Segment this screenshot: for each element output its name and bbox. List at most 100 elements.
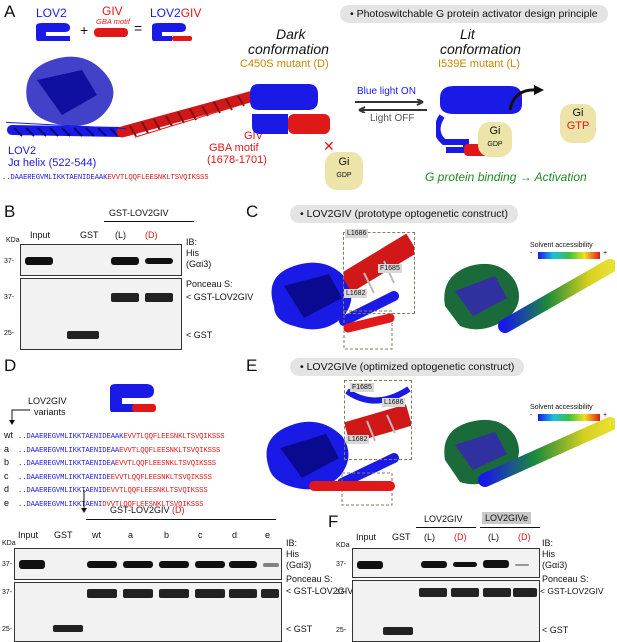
panel-c-l1682: L1682 bbox=[344, 289, 368, 298]
panel-d-ib3: (Gαi3) bbox=[286, 560, 312, 570]
lov2-jhelix-label1: LOV2 bbox=[8, 145, 37, 157]
design-principle-pill: • Photoswitchable G protein activator de… bbox=[340, 5, 608, 23]
band-d-wt-gst-lov2giv bbox=[87, 589, 117, 598]
panel-f-marker-37: 37- bbox=[336, 561, 347, 568]
band-b-l-his bbox=[111, 257, 139, 265]
variant-seq-blue: ..DAAEREGVMLIKKTAENI bbox=[18, 500, 103, 509]
panel-b-ponceau-blot bbox=[20, 278, 182, 350]
variant-seq-red: EVVTLQQFLEESNKLTSVQIKSSS bbox=[110, 473, 212, 482]
panel-f-header-line-2 bbox=[480, 527, 540, 528]
panel-c-l1686: L1686 bbox=[345, 229, 369, 238]
band-d-b-gst-lov2giv bbox=[159, 589, 189, 598]
band-f-input-his bbox=[357, 561, 383, 569]
band-f-l1-his bbox=[421, 561, 447, 568]
band-d-gst bbox=[53, 625, 83, 632]
variant-seq-blue: ..DAAEREGVMLIKKTAENIDEAAK bbox=[18, 433, 124, 441]
panel-c-f1685: F1685 bbox=[378, 264, 402, 273]
panel-b-ib1: IB: bbox=[186, 237, 198, 247]
variant-row-c: c ..DAAEREGVMLIKKTAENIDEEVVTLQQFLEESNKLTS… bbox=[4, 470, 224, 484]
gdp-dark-label: GDP bbox=[336, 172, 352, 179]
lov2giv-blob-icon bbox=[150, 22, 196, 42]
panel-f-marker-25: 25- bbox=[336, 627, 347, 634]
panel-c-structure-solvent bbox=[425, 236, 617, 356]
panel-c-structure-blue bbox=[244, 226, 444, 356]
gi-gtp-gi-label: Gi bbox=[572, 107, 584, 119]
panel-e-f1685: F1685 bbox=[350, 383, 374, 392]
panel-f-ponceau-label: Ponceau S: bbox=[542, 574, 589, 584]
panel-d-gst-lov2giv-label: < GST-LOV2GIV bbox=[286, 586, 354, 596]
band-f-d2-gst-lov2giv bbox=[513, 588, 537, 597]
panel-d-lane-wt: wt bbox=[92, 530, 101, 540]
variants-label-1: LOV2GIV bbox=[28, 396, 67, 406]
giv-bar-icon bbox=[94, 28, 128, 37]
dark-title-1: Dark bbox=[276, 26, 306, 42]
lit-mutant: I539E mutant (L) bbox=[438, 58, 520, 70]
panel-b-his-blot bbox=[20, 244, 182, 276]
band-b-d-his bbox=[145, 258, 173, 264]
variants-arrow-icon bbox=[8, 408, 32, 426]
panel-e-l1682: L1682 bbox=[346, 435, 370, 444]
panel-d-marker-25: 25- bbox=[2, 626, 13, 633]
panel-e-minus: - bbox=[530, 412, 533, 419]
lov2giv-title: LOV2GIV bbox=[150, 6, 201, 20]
light-off-label: Light OFF bbox=[370, 113, 415, 124]
band-d-input-his bbox=[19, 560, 45, 569]
variant-seq-blue: ..DAAEREGVMLIKKTAENID bbox=[18, 487, 107, 495]
panel-f-lane-d1: (D) bbox=[454, 532, 467, 542]
panel-d-ib: IB: His (Gαi3) bbox=[286, 538, 311, 571]
variant-row-e: e ..DAAEREGVMLIKKTAENIDVVTLQQFLEESNKLTSVQ… bbox=[4, 497, 224, 511]
panel-b-marker-37: 37- bbox=[4, 258, 15, 265]
panel-f-lane-l2: (L) bbox=[488, 532, 499, 542]
variants-label-2: variants bbox=[34, 407, 66, 417]
panel-c-zoom-box bbox=[340, 232, 418, 314]
panel-e-l1686: L1686 bbox=[382, 398, 406, 407]
band-d-d-gst-lov2giv bbox=[229, 589, 257, 598]
variant-row-wt: wt ..DAAEREGVMLIKKTAENIDEAAKEVVTLQQFLEESN… bbox=[4, 429, 225, 443]
panel-d-lov2giv-icon bbox=[106, 382, 162, 414]
gi-gtp: Gi GTP bbox=[560, 104, 596, 143]
activation-arrow-icon: → bbox=[519, 170, 532, 184]
panel-f-his-blot bbox=[352, 548, 540, 578]
panel-d-lane-d: d bbox=[232, 530, 238, 540]
lov2giv-title-giv: GIV bbox=[180, 6, 202, 20]
panel-f-lane-input: Input bbox=[356, 532, 377, 542]
variant-seq-blue: ..DAAEREGVMLIKKTAENIDEA bbox=[18, 460, 115, 468]
band-f-l2-his bbox=[483, 560, 509, 568]
panel-f-gst-lov2giv-label: < GST-LOV2GIV bbox=[540, 586, 604, 596]
panel-d-ib2: His bbox=[286, 549, 299, 559]
gtp-label: GTP bbox=[566, 120, 590, 132]
panel-e-structure-solvent bbox=[425, 400, 617, 510]
variant-seq-red: DVVTLQQFLEESNKLTSVQIKSSS bbox=[102, 500, 204, 509]
panel-d-header: GST-LOV2GIV (D) bbox=[110, 505, 185, 515]
panel-b-ponceau-label: Ponceau S: bbox=[186, 279, 233, 289]
panel-d-lane-gst: GST bbox=[54, 530, 73, 540]
panel-b-lane-input: Input bbox=[30, 230, 51, 240]
seq-giv-part: EVVTLQQFLEESNKLTSVQIKSSS bbox=[107, 174, 209, 182]
variant-seq-red: EVVTLQQFLEESNKLTSVQIKSSS bbox=[114, 460, 217, 468]
binding-arrow-icon bbox=[506, 84, 546, 112]
panel-f-letter: F bbox=[328, 512, 339, 531]
lov2giv-structure-ribbon bbox=[2, 40, 264, 155]
panel-b-marker-37b: 37- bbox=[4, 294, 15, 301]
panel-f-lane-d2: (D) bbox=[518, 532, 531, 542]
panel-d-kda: KDa bbox=[2, 540, 16, 547]
variant-id: a bbox=[4, 443, 10, 454]
panel-d-his-blot bbox=[14, 548, 282, 580]
panel-c-solvent-scale bbox=[538, 252, 600, 259]
panel-d-lane-b: b bbox=[164, 530, 170, 540]
giv-title: GIV bbox=[102, 4, 123, 18]
variant-row-b: b ..DAAEREGVMLIKKTAENIDEAEVVTLQQFLEESNKLT… bbox=[4, 456, 224, 470]
panel-d-ib1: IB: bbox=[286, 538, 298, 548]
panel-f-header-lov2give: LOV2GIVe bbox=[482, 512, 532, 524]
panel-c-minus: - bbox=[530, 250, 533, 257]
panel-f-gst-label: < GST bbox=[542, 625, 569, 635]
panel-b-gst-label: < GST bbox=[186, 330, 213, 340]
panel-e-plus: + bbox=[603, 412, 608, 419]
band-b-d-gst-lov2giv bbox=[145, 293, 173, 302]
band-f-gst bbox=[383, 627, 413, 635]
gdp-lit-label: GDP bbox=[487, 141, 503, 148]
variant-id: e bbox=[4, 497, 10, 508]
panel-d-lane-a: a bbox=[128, 530, 134, 540]
lov2giv-title-lov2: LOV2 bbox=[150, 6, 181, 20]
giv-gba-label3: (1678-1701) bbox=[207, 154, 267, 166]
